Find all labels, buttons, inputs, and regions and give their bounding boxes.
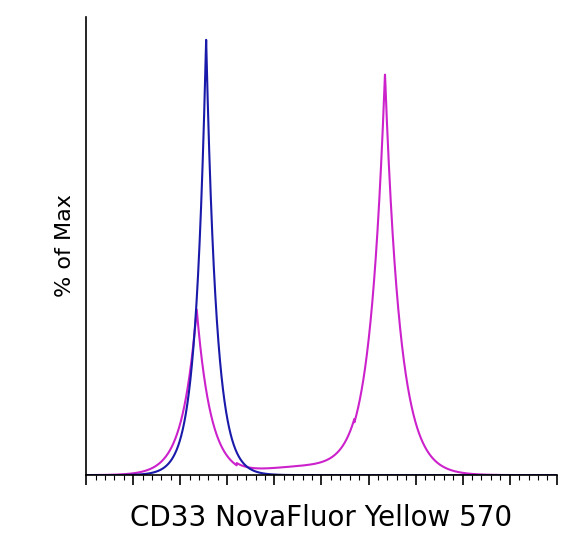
X-axis label: CD33 NovaFluor Yellow 570: CD33 NovaFluor Yellow 570 xyxy=(130,504,513,532)
Y-axis label: % of Max: % of Max xyxy=(55,195,75,297)
